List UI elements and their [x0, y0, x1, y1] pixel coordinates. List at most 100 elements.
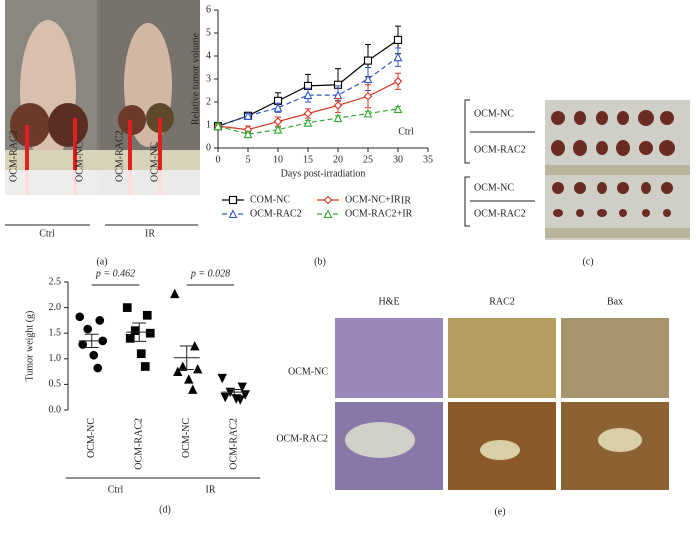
x-tick-label: OCM-NC [181, 418, 192, 458]
y-tick-label: 2 [206, 96, 211, 107]
marker [363, 74, 373, 84]
y-axis-label: Relative tumor volume [190, 32, 201, 125]
y-tick-label: 0.5 [49, 379, 62, 390]
x-tick-label: 15 [303, 154, 313, 165]
marker [83, 324, 93, 334]
p-value: p = 0.462 [95, 268, 135, 279]
y-tick-label: 4 [206, 50, 211, 61]
photo-label: OCM-NC [74, 142, 85, 182]
marker [145, 328, 155, 338]
sem-bar [179, 345, 194, 371]
sem-bar [132, 322, 147, 342]
marker [237, 382, 247, 392]
caption: (a) [96, 256, 107, 267]
x-tick-label: 30 [393, 154, 403, 165]
photo-e [335, 318, 669, 490]
marker [235, 395, 245, 405]
marker [130, 326, 140, 335]
legend-marker [228, 209, 238, 219]
y-axis-label: Tumor weight (g) [24, 311, 35, 382]
marker [273, 117, 283, 126]
legend-marker [323, 209, 333, 219]
row-label: OCM-RAC2 [474, 208, 526, 219]
row-label: OCM-RAC2 [474, 144, 526, 155]
marker [303, 109, 313, 118]
legend-label: OCM-RAC2 [250, 208, 302, 219]
marker [273, 103, 283, 112]
marker [393, 52, 403, 62]
y-tick-label: 2.0 [49, 302, 62, 313]
y-tick-label: 5 [206, 27, 211, 38]
x-tick-label: OCM-RAC2 [229, 418, 240, 470]
marker [140, 362, 150, 371]
marker [243, 111, 253, 120]
photo-label: OCM-NC [149, 142, 160, 182]
marker [173, 366, 183, 376]
marker [240, 390, 250, 400]
x-tick-label: 20 [333, 154, 343, 165]
column-label: RAC2 [489, 296, 515, 307]
x-tick-label: OCM-RAC2 [134, 418, 145, 470]
marker [333, 101, 343, 110]
legend-marker [323, 195, 333, 205]
x-tick-label: 35 [423, 154, 433, 165]
marker [303, 117, 313, 127]
marker [170, 288, 180, 299]
marker [213, 121, 223, 131]
y-tick-label: 0 [206, 142, 211, 153]
x-tick-label: 10 [273, 154, 283, 165]
marker [393, 104, 403, 113]
group-label: IR [145, 228, 155, 239]
row-label: OCM-NC [474, 108, 514, 119]
x-tick-label: 0 [216, 154, 221, 165]
caption: (e) [494, 506, 505, 517]
legend-label: OCM-RAC2+IR [345, 208, 413, 219]
legend-marker [228, 195, 238, 205]
legend-label: OCM-NC+IR [345, 194, 401, 205]
photo-label: OCM-RAC2 [8, 130, 19, 182]
y-tick-label: 1 [206, 119, 211, 130]
group-label: IR [401, 195, 411, 206]
group-label: Ctrl [39, 228, 55, 239]
photo-c [464, 99, 690, 240]
marker [122, 303, 132, 312]
sem-bar [227, 389, 242, 396]
group-label: IR [206, 484, 216, 495]
row-label: OCM-NC [474, 182, 514, 193]
photo-label: OCM-RAC2 [114, 130, 125, 182]
group-label: Ctrl [398, 126, 414, 137]
marker [75, 312, 85, 322]
marker [393, 77, 403, 86]
caption: (c) [582, 256, 593, 267]
x-tick-label: 5 [246, 154, 251, 165]
y-tick-label: 3 [206, 73, 211, 84]
marker [333, 113, 343, 123]
marker [93, 363, 103, 373]
marker [363, 91, 373, 101]
marker [220, 392, 230, 403]
marker [95, 316, 105, 325]
group-label: Ctrl [108, 484, 124, 495]
marker [89, 350, 99, 360]
marker [363, 108, 373, 118]
marker [125, 333, 135, 343]
p-value: p = 0.028 [190, 268, 230, 279]
marker [136, 349, 146, 359]
marker [393, 35, 403, 44]
marker [193, 364, 203, 374]
y-tick-label: 1.0 [49, 353, 62, 364]
marker [243, 129, 253, 139]
sem-bar [84, 333, 99, 349]
y-tick-label: 1.5 [49, 327, 62, 338]
marker [363, 56, 373, 65]
y-tick-label: 2.5 [49, 276, 62, 287]
legend-label: COM-NC [250, 194, 290, 205]
column-label: H&E [378, 296, 399, 307]
marker [303, 90, 313, 100]
marker [188, 384, 198, 394]
x-axis-label: Days post-irradiation [281, 168, 366, 179]
row-label: OCM-RAC2 [276, 433, 328, 444]
column-label: Bax [607, 296, 623, 307]
marker [178, 361, 188, 371]
